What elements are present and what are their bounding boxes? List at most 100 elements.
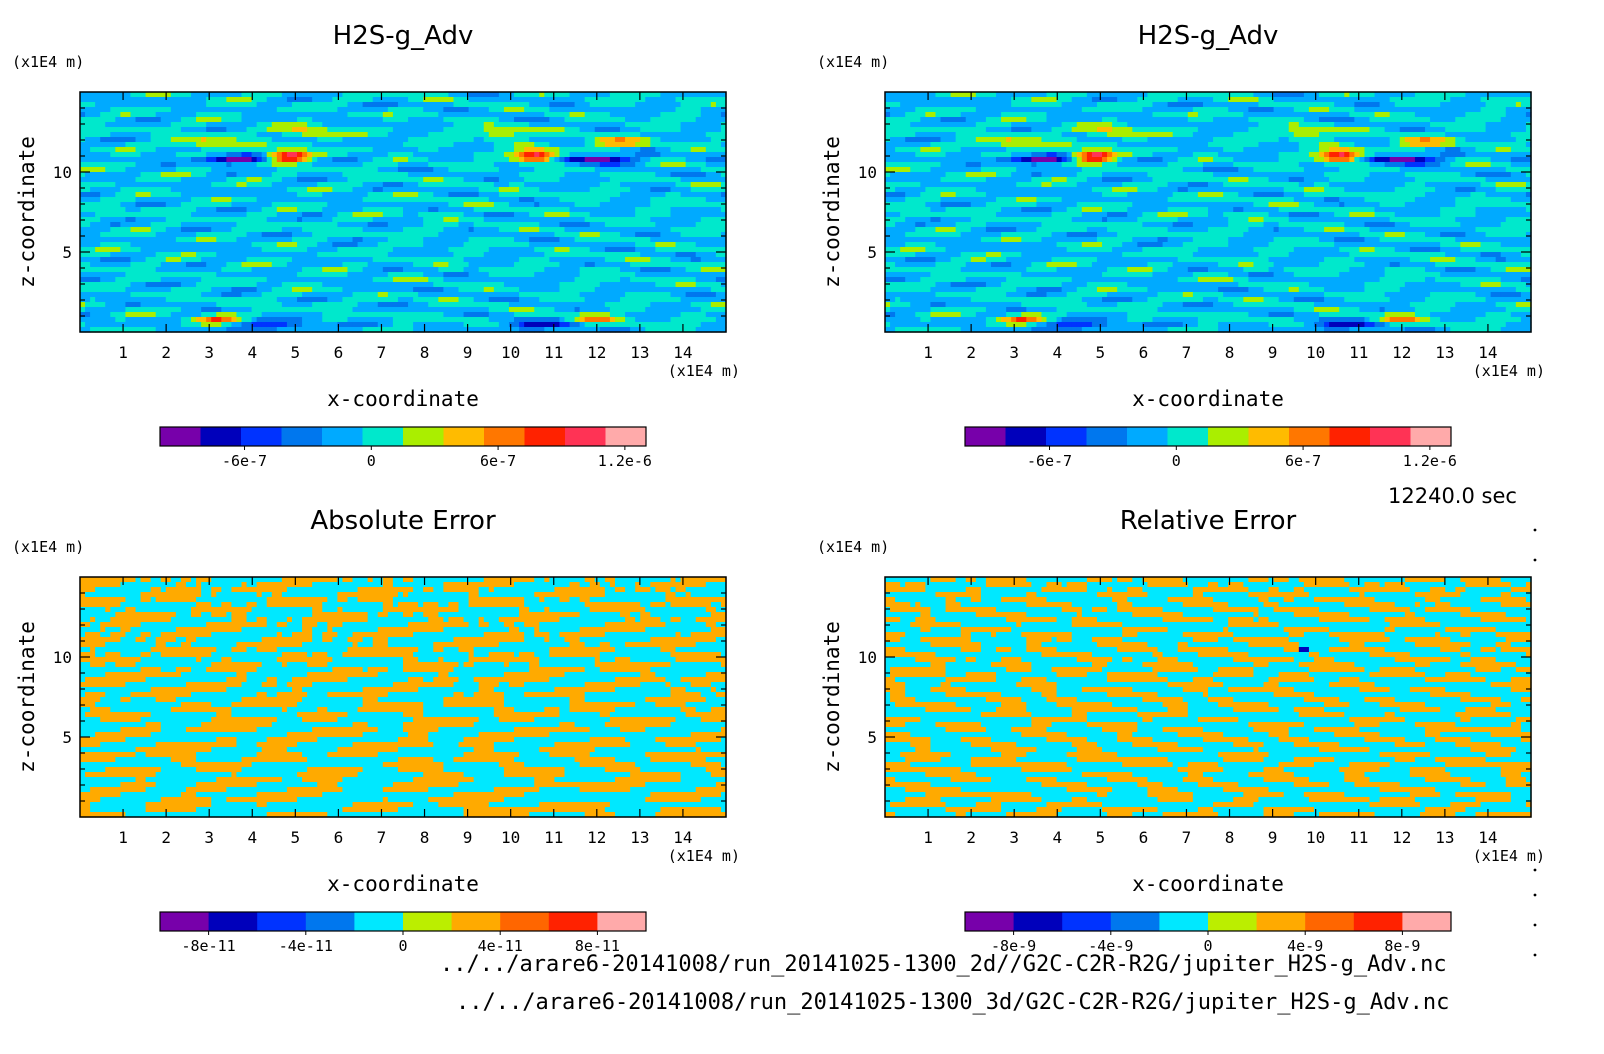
heatmap-cell xyxy=(433,112,439,118)
heatmap-cell xyxy=(231,152,238,158)
heatmap-cell xyxy=(534,282,540,288)
heatmap-cell xyxy=(180,182,187,188)
heatmap-cell xyxy=(625,177,631,183)
heatmap-cell xyxy=(130,237,137,243)
heatmap-cell xyxy=(705,257,712,263)
heatmap-cell xyxy=(191,257,197,263)
heatmap-cell xyxy=(256,247,263,253)
heatmap-cell xyxy=(241,172,248,178)
heatmap-cell xyxy=(145,257,152,263)
heatmap-cell xyxy=(170,132,177,138)
heatmap-cell xyxy=(690,92,697,98)
heatmap-cell xyxy=(377,187,384,193)
heatmap-cell xyxy=(493,217,500,223)
heatmap-cell xyxy=(524,122,530,128)
heatmap-cell xyxy=(165,277,172,283)
heatmap-cell xyxy=(700,142,707,148)
heatmap-cell xyxy=(569,257,576,263)
heatmap-cell xyxy=(211,172,217,178)
heatmap-cell xyxy=(145,152,152,158)
heatmap-cell xyxy=(423,272,429,278)
heatmap-cell xyxy=(690,252,697,258)
heatmap-cell xyxy=(519,277,525,283)
heatmap-cell xyxy=(443,167,450,173)
heatmap-cell xyxy=(307,232,313,238)
heatmap-cell xyxy=(650,282,656,288)
heatmap-cell xyxy=(559,97,566,103)
heatmap-cell xyxy=(559,237,566,243)
heatmap-cell xyxy=(105,277,111,283)
heatmap-cell xyxy=(620,177,626,183)
heatmap-cell xyxy=(660,257,667,263)
heatmap-cell xyxy=(362,152,369,158)
heatmap-cell xyxy=(715,237,722,243)
heatmap-cell xyxy=(660,102,667,108)
heatmap-cell xyxy=(342,122,349,128)
heatmap-cell xyxy=(221,272,227,278)
heatmap-cell xyxy=(539,232,545,238)
heatmap-cell xyxy=(115,252,121,258)
heatmap-cell xyxy=(201,227,207,233)
heatmap-cell xyxy=(670,102,677,108)
heatmap-cell xyxy=(599,277,606,283)
heatmap-cell xyxy=(640,262,646,268)
heatmap-cell xyxy=(625,97,631,103)
heatmap-cell xyxy=(120,237,127,243)
heatmap-cell xyxy=(236,177,243,183)
heatmap-cell xyxy=(286,187,293,193)
heatmap-cell xyxy=(201,282,207,288)
heatmap-cell xyxy=(665,192,672,198)
heatmap-cell xyxy=(392,192,399,198)
heatmap-cell xyxy=(695,262,702,268)
heatmap-cell xyxy=(448,132,455,138)
heatmap-cell xyxy=(115,167,121,173)
heatmap-cell xyxy=(251,112,258,118)
heatmap-cell xyxy=(614,212,621,218)
heatmap-cell xyxy=(322,122,328,128)
heatmap-cell xyxy=(468,172,475,178)
heatmap-cell xyxy=(468,122,475,128)
heatmap-cell xyxy=(342,172,349,178)
heatmap-cell xyxy=(322,127,328,133)
heatmap-cell xyxy=(226,272,233,278)
heatmap-cell xyxy=(690,157,697,163)
heatmap-cell xyxy=(468,137,475,143)
heatmap-cell xyxy=(549,212,556,218)
heatmap-cell xyxy=(438,257,444,263)
heatmap-cell xyxy=(297,147,303,153)
heatmap-cell xyxy=(554,107,561,113)
heatmap-cell xyxy=(155,142,162,148)
heatmap-cell xyxy=(534,197,540,203)
heatmap-cell xyxy=(584,202,591,208)
heatmap-cell xyxy=(690,112,697,118)
heatmap-cell xyxy=(625,192,631,198)
heatmap-cell xyxy=(443,162,450,168)
heatmap-cell xyxy=(180,192,187,198)
heatmap-cell xyxy=(705,212,712,218)
heatmap-cell xyxy=(312,142,318,148)
heatmap-cell xyxy=(594,177,601,183)
heatmap-cell xyxy=(140,257,147,263)
heatmap-cell xyxy=(286,162,293,168)
heatmap-cell xyxy=(655,212,661,218)
heatmap-cell xyxy=(231,262,238,268)
heatmap-cell xyxy=(261,102,268,108)
heatmap-cell xyxy=(574,277,581,283)
heatmap-cell xyxy=(483,147,490,153)
heatmap-cell xyxy=(291,167,298,173)
heatmap-cell xyxy=(408,277,414,283)
heatmap-cell xyxy=(120,202,127,208)
heatmap-cell xyxy=(80,232,86,238)
heatmap-cell xyxy=(483,142,490,148)
heatmap-cell xyxy=(266,227,273,233)
heatmap-cell xyxy=(196,212,202,218)
heatmap-cell xyxy=(261,172,268,178)
heatmap-cell xyxy=(256,207,263,213)
heatmap-cell xyxy=(382,92,389,98)
heatmap-cell xyxy=(453,132,460,138)
heatmap-cell xyxy=(584,177,591,183)
heatmap-cell xyxy=(574,232,581,238)
heatmap-cell xyxy=(105,212,111,218)
heatmap-cell xyxy=(196,252,202,258)
heatmap-cell xyxy=(196,227,202,233)
